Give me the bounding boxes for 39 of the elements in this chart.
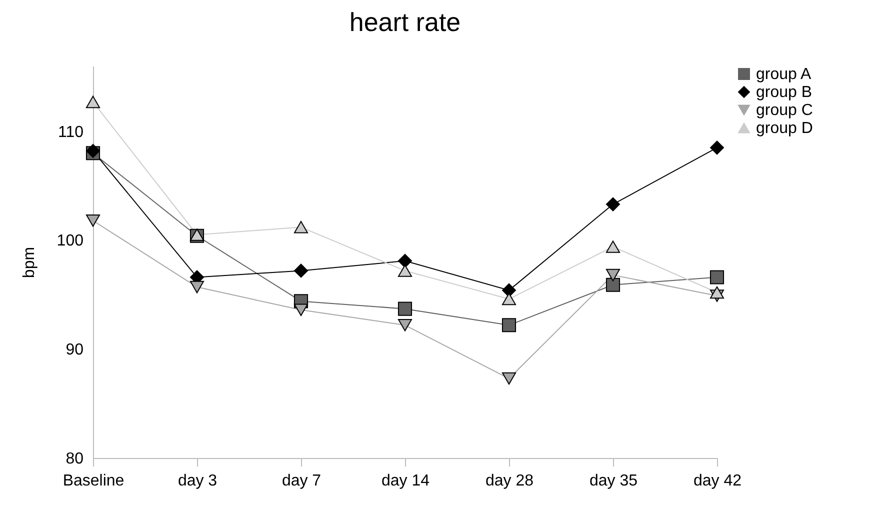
y-tick-label: 90 — [66, 342, 84, 359]
legend-label: group C — [756, 102, 813, 119]
x-tick-label: day 3 — [178, 472, 218, 490]
y-axis-title: bpm — [20, 246, 38, 278]
point — [710, 286, 724, 299]
x-tick-label: Baseline — [62, 472, 124, 490]
chart-title: heart rate — [349, 7, 461, 37]
point — [606, 278, 620, 292]
point — [606, 268, 620, 282]
point — [294, 304, 308, 316]
y-tick-label: 110 — [58, 124, 84, 141]
point — [606, 240, 620, 253]
point — [398, 264, 412, 277]
point — [86, 214, 100, 227]
legend-label: group A — [756, 66, 812, 83]
point — [710, 140, 724, 155]
y-tick-label: 100 — [56, 232, 84, 250]
point — [502, 283, 516, 298]
point — [86, 144, 100, 158]
point — [502, 372, 516, 385]
point — [606, 197, 620, 212]
y-tick-label: 80 — [66, 450, 84, 468]
point — [710, 270, 724, 284]
point — [502, 292, 516, 306]
point — [398, 254, 412, 268]
point — [502, 318, 516, 332]
x-tick-label: day 28 — [485, 472, 534, 490]
point — [294, 264, 308, 278]
point — [398, 302, 412, 316]
x-tick-label: day 14 — [381, 472, 430, 490]
legend-label: group D — [756, 120, 813, 137]
x-tick-label: day 42 — [693, 472, 742, 490]
x-tick-label: day 7 — [282, 472, 322, 490]
point — [294, 221, 308, 234]
point — [398, 319, 412, 332]
x-tick-label: day 35 — [589, 472, 638, 490]
legend-label: group B — [756, 84, 812, 101]
point — [86, 96, 100, 108]
point — [190, 280, 204, 294]
